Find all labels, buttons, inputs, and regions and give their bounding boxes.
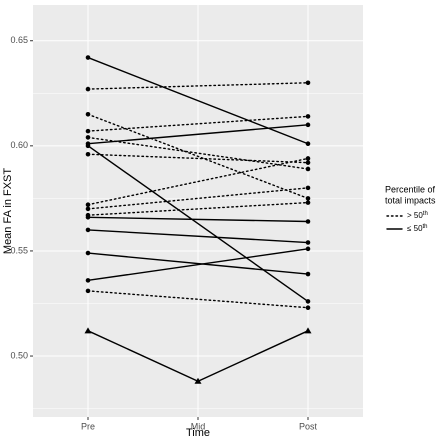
- point: [85, 206, 91, 212]
- point: [85, 250, 91, 256]
- point: [305, 185, 311, 191]
- point: [305, 80, 311, 86]
- legend-label-text: > 50: [407, 211, 423, 220]
- point: [85, 135, 91, 140]
- y-tick-label: 0.50: [10, 350, 28, 360]
- point: [305, 141, 311, 147]
- point: [85, 112, 91, 117]
- point: [85, 227, 91, 233]
- legend-title: Percentile of: [385, 184, 436, 194]
- point: [305, 122, 311, 128]
- series-line: [87, 229, 309, 244]
- series-line: [87, 153, 309, 164]
- point: [305, 299, 311, 304]
- point: [85, 288, 91, 294]
- x-tick-label: Post: [299, 421, 318, 431]
- series-line: [87, 157, 309, 206]
- y-tick-label: 0.60: [10, 140, 28, 150]
- series-line: [87, 248, 309, 282]
- series-line: [87, 124, 309, 145]
- point: [85, 202, 91, 207]
- series-line: [87, 187, 309, 210]
- x-axis-label: Time: [186, 427, 210, 439]
- legend-label-sup: th: [423, 211, 428, 217]
- point: [305, 114, 311, 119]
- point: [85, 278, 91, 283]
- point: [305, 160, 311, 165]
- y-tick-label: 0.65: [10, 35, 28, 45]
- series-line: [87, 136, 309, 170]
- point: [84, 327, 92, 334]
- series-line: [87, 216, 309, 223]
- series-line: [87, 290, 309, 309]
- point: [305, 166, 311, 172]
- point: [85, 86, 91, 92]
- legend-label-text: ≤ 50: [407, 224, 423, 233]
- point: [305, 271, 311, 277]
- point: [305, 246, 311, 252]
- point: [304, 327, 312, 334]
- series-line: [87, 113, 309, 200]
- point: [85, 143, 91, 149]
- y-axis-label: Mean FA in FXST: [2, 168, 14, 254]
- series-line: [87, 145, 309, 303]
- point: [85, 215, 91, 220]
- series-line: [87, 56, 309, 145]
- point: [305, 240, 311, 245]
- point: [85, 151, 91, 157]
- legend-label: ≤ 50th: [407, 224, 428, 234]
- point: [305, 196, 311, 201]
- point: [194, 377, 202, 384]
- point: [305, 219, 311, 224]
- series-line: [87, 115, 309, 132]
- series-line: [87, 82, 309, 90]
- x-tick-label: Mid: [191, 421, 206, 431]
- legend-title: total impacts: [385, 195, 436, 205]
- point: [305, 200, 311, 205]
- point: [305, 156, 311, 161]
- x-tick-label: Pre: [81, 421, 95, 431]
- legend-label: > 50th: [407, 211, 428, 221]
- legend-label-sup: th: [423, 224, 428, 230]
- point: [85, 55, 91, 60]
- y-tick-label: 0.55: [10, 245, 28, 255]
- series-line: [87, 201, 309, 216]
- point: [85, 128, 91, 134]
- point: [305, 305, 311, 310]
- series-line: [87, 252, 309, 275]
